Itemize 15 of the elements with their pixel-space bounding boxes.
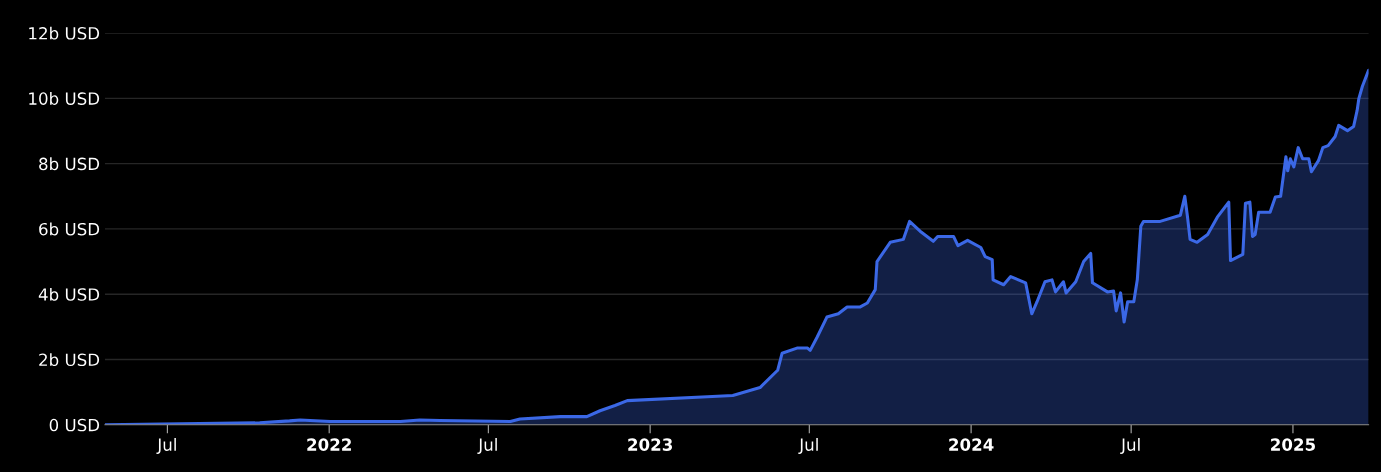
x-tick-label: Jul — [798, 437, 818, 454]
y-tick-label: 8b USD — [39, 157, 100, 171]
y-tick-label: 6b USD — [39, 222, 100, 236]
x-tick-label: Jul — [477, 437, 497, 454]
x-tick-label: 2024 — [949, 438, 994, 451]
y-tick-label: 4b USD — [38, 287, 100, 301]
x-tick-label: 2023 — [628, 438, 673, 451]
x-tick-label: Jul — [1120, 437, 1140, 454]
y-tick-label: 2b USD — [39, 353, 100, 367]
x-tick-label: 2022 — [307, 438, 351, 451]
y-tick-label: 12b USD — [29, 26, 100, 40]
x-tick-label: Jul — [156, 437, 176, 454]
y-tick-label: 0 USD — [49, 418, 100, 432]
y-tick-label: 10b USD — [29, 92, 100, 105]
x-tick-label: 2025 — [1271, 438, 1315, 451]
